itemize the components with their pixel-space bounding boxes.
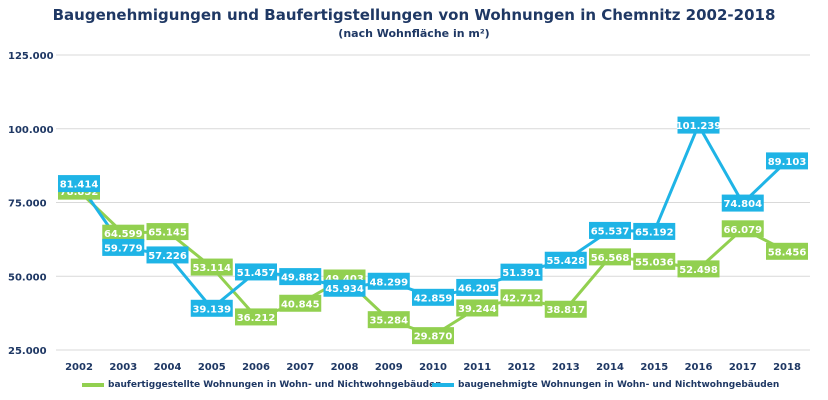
data-label-approved-box — [677, 116, 720, 134]
x-tick-label: 2005 — [198, 362, 226, 373]
chart-legend: baufertiggestellte Wohnungen in Wohn- un… — [0, 380, 828, 396]
data-label-completed-box — [146, 223, 189, 241]
x-tick-label: 2016 — [685, 362, 713, 373]
x-tick-label: 2018 — [773, 362, 801, 373]
x-tick-label: 2004 — [154, 362, 182, 373]
data-label-approved-box — [279, 268, 322, 286]
data-label-approved: 51.457 — [237, 268, 276, 279]
data-label-completed-box — [589, 248, 631, 266]
data-label-completed-box — [456, 299, 499, 317]
data-label-approved: 39.139 — [192, 304, 231, 315]
legend-label-completed: baufertiggestellte Wohnungen in Wohn- un… — [108, 380, 442, 390]
data-label-approved-box — [146, 246, 189, 264]
x-tick-label: 2006 — [242, 362, 270, 373]
data-label-approved-box — [721, 194, 764, 212]
x-tick-label: 2013 — [552, 362, 580, 373]
data-label-completed: 49.403 — [325, 274, 364, 285]
data-label-approved: 81.414 — [60, 180, 99, 191]
data-label-approved: 46.205 — [458, 283, 497, 294]
legend-item-approved: baugenehmigte Wohnungen in Wohn- und Nic… — [432, 380, 779, 390]
legend-item-completed: baufertiggestellte Wohnungen in Wohn- un… — [82, 380, 442, 390]
data-label-completed: 53.114 — [192, 263, 231, 274]
data-label-completed: 66.079 — [723, 225, 762, 236]
data-label-completed: 38.817 — [546, 305, 585, 316]
data-label-approved: 45.934 — [325, 284, 364, 295]
data-label-approved-box — [500, 263, 543, 281]
data-label-approved-box — [235, 263, 277, 281]
x-tick-label: 2017 — [729, 362, 757, 373]
data-label-completed-box — [721, 220, 764, 238]
data-label-completed: 65.145 — [148, 228, 187, 239]
data-label-approved-box — [58, 175, 100, 193]
data-label-completed-box — [677, 260, 720, 278]
data-label-completed-box — [412, 327, 454, 345]
data-label-completed: 29.870 — [414, 332, 453, 343]
data-label-approved: 57.226 — [148, 251, 187, 262]
x-tick-label: 2015 — [640, 362, 668, 373]
data-label-completed-box — [766, 242, 808, 260]
data-label-approved: 48.299 — [369, 277, 408, 288]
data-label-approved-box — [190, 299, 233, 317]
data-label-completed-box — [367, 311, 410, 329]
data-label-completed: 39.244 — [458, 304, 497, 315]
data-label-approved-box — [367, 272, 410, 290]
data-label-approved: 49.882 — [281, 273, 320, 284]
data-label-approved-box — [766, 152, 808, 170]
data-label-approved-box — [544, 251, 587, 269]
data-label-approved-box — [323, 279, 366, 297]
data-label-approved: 65.192 — [635, 227, 674, 238]
data-label-approved: 89.103 — [768, 157, 807, 168]
data-label-approved-box — [589, 221, 631, 239]
y-tick-label: 25.000 — [8, 346, 47, 357]
x-tick-label: 2010 — [419, 362, 447, 373]
chart-subtitle: (nach Wohnfläche in m²) — [338, 27, 490, 40]
data-label-completed: 55.036 — [635, 257, 674, 268]
data-label-completed: 36.212 — [237, 313, 276, 324]
data-label-completed: 42.712 — [502, 294, 541, 305]
data-label-completed: 40.845 — [281, 299, 320, 310]
x-tick-label: 2011 — [463, 362, 491, 373]
data-label-approved-box — [456, 278, 499, 296]
data-label-approved-box — [102, 238, 145, 256]
x-tick-label: 2003 — [109, 362, 137, 373]
y-tick-label: 100.000 — [8, 125, 54, 136]
data-label-approved: 74.804 — [723, 199, 762, 210]
data-label-completed-box — [190, 258, 233, 276]
data-label-completed: 78.852 — [60, 187, 99, 198]
y-tick-label: 75.000 — [8, 199, 47, 210]
data-label-completed-box — [500, 289, 543, 307]
data-label-completed-box — [235, 308, 277, 326]
data-label-completed-box — [544, 300, 587, 318]
x-tick-label: 2002 — [65, 362, 93, 373]
data-label-completed: 64.599 — [104, 229, 143, 240]
x-tick-label: 2007 — [286, 362, 314, 373]
data-label-approved: 55.428 — [546, 256, 585, 267]
data-label-completed: 56.568 — [591, 253, 630, 264]
data-label-approved-box — [412, 288, 454, 306]
data-label-approved: 101.239 — [676, 121, 722, 132]
data-label-completed-box — [279, 294, 322, 312]
data-label-approved: 65.537 — [591, 226, 630, 237]
data-label-approved: 51.391 — [502, 268, 541, 279]
legend-swatch-approved — [432, 383, 454, 387]
y-tick-label: 50.000 — [8, 272, 47, 283]
chart-title: Baugenehmigungen und Baufertigstellungen… — [52, 6, 776, 24]
data-label-approved: 42.859 — [414, 293, 453, 304]
data-label-approved: 59.779 — [104, 243, 143, 254]
x-tick-label: 2014 — [596, 362, 624, 373]
x-tick-label: 2008 — [331, 362, 359, 373]
data-label-completed: 58.456 — [768, 247, 807, 258]
x-tick-label: 2012 — [508, 362, 536, 373]
line-chart: 25.000 50.000 75.000 100.000 125.000 2002 2003… — [8, 51, 810, 373]
y-tick-label: 125.000 — [8, 51, 54, 62]
data-label-completed-box — [102, 224, 145, 242]
data-label-completed-box — [633, 252, 676, 270]
series-line-1 — [77, 123, 789, 310]
data-label-approved-box — [633, 222, 676, 240]
legend-label-approved: baugenehmigte Wohnungen in Wohn- und Nic… — [458, 380, 780, 390]
legend-swatch-completed — [82, 383, 104, 387]
x-tick-label: 2009 — [375, 362, 403, 373]
data-label-completed: 35.284 — [369, 316, 408, 327]
data-label-completed: 52.498 — [679, 265, 718, 276]
